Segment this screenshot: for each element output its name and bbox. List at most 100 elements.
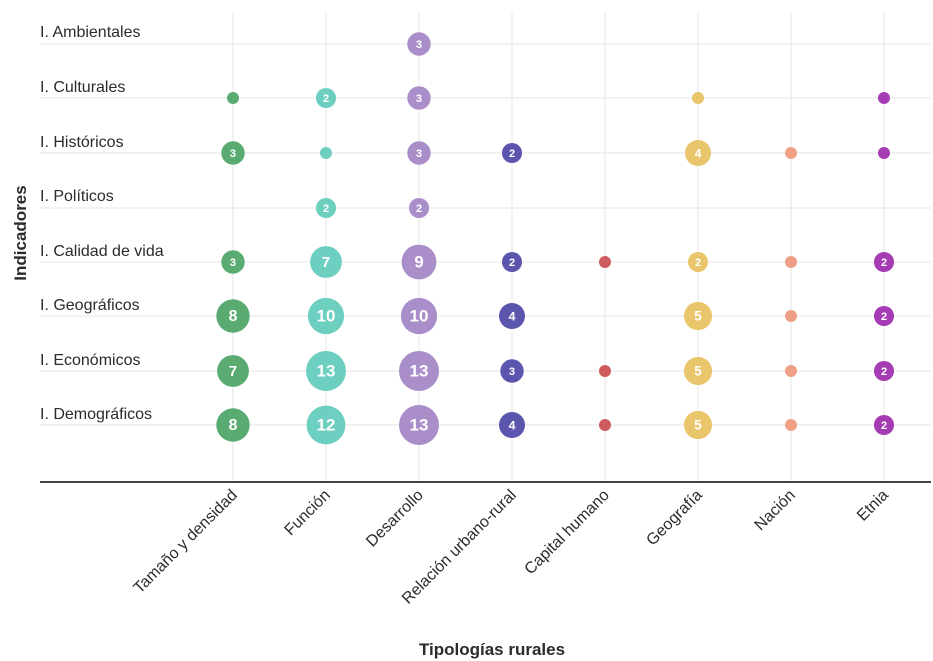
- bubble-label: 2: [416, 203, 422, 215]
- bubble-label: 9: [414, 252, 423, 271]
- bubble: [873, 360, 895, 382]
- bubble-label: 8: [229, 417, 238, 434]
- row-label: I. Políticos: [40, 188, 114, 205]
- bubble: [683, 410, 713, 440]
- bubble: [692, 92, 704, 104]
- bubble-label: 12: [317, 415, 336, 434]
- bubble: [878, 92, 890, 104]
- bubble: [306, 351, 346, 391]
- row-label: I. Culturales: [40, 79, 125, 96]
- bubble-label: 3: [416, 93, 422, 105]
- bubble: [683, 301, 713, 331]
- bubble: [216, 408, 250, 442]
- bubble: [785, 365, 797, 377]
- bubble-label: 4: [509, 309, 516, 323]
- bubble: [499, 412, 525, 438]
- bubble: [400, 297, 438, 335]
- row-label: I. Económicos: [40, 352, 140, 369]
- bubble: [873, 414, 895, 436]
- bubble: [227, 92, 239, 104]
- row-labels: I. Ambientales I. Culturales I. Históricos…: [40, 24, 164, 423]
- bubble: [221, 141, 245, 165]
- bubble-label: 2: [509, 257, 515, 269]
- bubble: [499, 303, 525, 329]
- bubble: [599, 256, 611, 268]
- x-tick-label: Capital humano: [522, 487, 613, 578]
- bubble-label: 2: [881, 366, 887, 378]
- bubble-label: 10: [317, 306, 336, 325]
- row-label: I. Ambientales: [40, 24, 141, 41]
- bubble-label: 3: [416, 39, 422, 51]
- bubble-label: 8: [229, 308, 238, 325]
- bubble: [685, 140, 711, 166]
- bubble: [599, 419, 611, 431]
- bubble: [785, 419, 797, 431]
- bubble-label: 2: [323, 203, 329, 215]
- row-label: I. Demográficos: [40, 406, 152, 423]
- bubble: [217, 355, 249, 387]
- bubble: [221, 250, 245, 274]
- row-label: I. Históricos: [40, 134, 124, 151]
- bubble: [599, 365, 611, 377]
- bubble: [399, 405, 439, 445]
- bubble-label: 2: [881, 311, 887, 323]
- bubble-label: 3: [509, 366, 515, 378]
- bubble-label: 3: [230, 257, 236, 269]
- x-tick-label: Tamaño y densidad: [131, 487, 241, 597]
- bubble: [408, 197, 430, 219]
- bubble: [785, 310, 797, 322]
- bubble-label: 5: [694, 364, 702, 379]
- bubble: [785, 256, 797, 268]
- bubble-label: 2: [695, 257, 701, 269]
- bubble: [315, 87, 337, 109]
- bubble-label: 2: [323, 93, 329, 105]
- bubble: [873, 305, 895, 327]
- bubble-label: 4: [509, 418, 516, 432]
- bubble-label: 2: [881, 420, 887, 432]
- bubble-label: 13: [410, 415, 429, 434]
- bubble: [320, 147, 332, 159]
- bubble: [683, 356, 713, 386]
- bubble-label: 3: [416, 148, 422, 160]
- bubble: [399, 351, 439, 391]
- bubble-label: 2: [509, 148, 515, 160]
- bubble: [873, 251, 895, 273]
- row-label: I. Geográficos: [40, 297, 140, 314]
- bubble: [878, 147, 890, 159]
- bubble-label: 7: [229, 363, 237, 380]
- bubble: [306, 405, 346, 445]
- bubble-label: 5: [694, 309, 702, 324]
- x-tick-labels: Tamaño y densidad Función DesarrolloRelaci…: [131, 487, 892, 608]
- bubble: [307, 297, 345, 335]
- bubbles: 3 2 3 3 3 2 4 2 2 3 7 9 2 2 2 8 10 10 4 5 2 7 13 13 3 5 2 8 12 13 4 5 2: [216, 32, 895, 445]
- gridlines: [40, 12, 931, 482]
- bubble-label: 13: [317, 361, 336, 380]
- x-tick-label: Etnia: [854, 487, 892, 525]
- x-tick-label: Nación: [752, 487, 799, 534]
- bubble: [407, 32, 431, 56]
- x-tick-label: Función: [282, 487, 334, 539]
- bubble: [216, 299, 250, 333]
- bubble: [687, 251, 709, 273]
- bubble-label: 3: [230, 148, 236, 160]
- y-axis-title: Indicadores: [11, 185, 30, 280]
- row-label: I. Calidad de vida: [40, 243, 164, 260]
- bubble: [315, 197, 337, 219]
- bubble: [500, 359, 524, 383]
- bubble: [407, 86, 431, 110]
- bubble: [785, 147, 797, 159]
- bubble-label: 4: [695, 146, 702, 160]
- bubble: [501, 251, 523, 273]
- bubble-label: 13: [410, 361, 429, 380]
- x-axis-title: Tipologías rurales: [419, 640, 565, 659]
- bubble-label: 10: [410, 306, 429, 325]
- bubble: [407, 141, 431, 165]
- bubble-label: 7: [322, 254, 330, 271]
- bubble-label: 5: [694, 418, 702, 433]
- x-tick-label: Geografía: [643, 487, 705, 549]
- bubble: [310, 246, 342, 278]
- bubble-label: 2: [881, 257, 887, 269]
- x-tick-label: Desarrollo: [363, 487, 427, 551]
- bubble: [501, 142, 523, 164]
